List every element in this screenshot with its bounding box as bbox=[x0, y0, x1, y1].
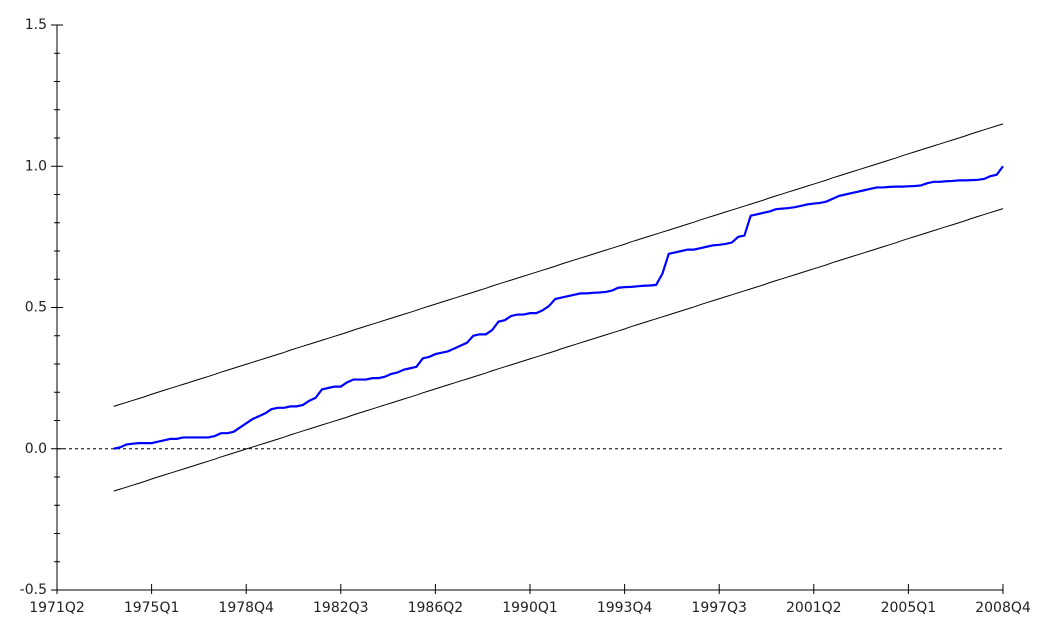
series-line bbox=[113, 123, 1004, 407]
y-tick-label: 1.0 bbox=[25, 158, 47, 174]
x-tick-label: 1997Q3 bbox=[691, 600, 747, 616]
x-tick-label: 1978Q4 bbox=[218, 600, 274, 616]
x-tick-label: 2005Q1 bbox=[881, 600, 937, 616]
x-tick-label: 2008Q4 bbox=[975, 600, 1031, 616]
x-tick-label: 2001Q2 bbox=[786, 600, 842, 616]
series-line bbox=[113, 165, 1004, 450]
x-tick-label: 1975Q1 bbox=[124, 600, 180, 616]
x-tick-label: 1971Q2 bbox=[29, 600, 85, 616]
y-tick-label: 0.5 bbox=[25, 300, 47, 316]
x-tick-label: 1986Q2 bbox=[408, 600, 464, 616]
x-tick-label: 1993Q4 bbox=[597, 600, 653, 616]
y-tick-label: -0.5 bbox=[20, 582, 47, 598]
x-tick-label: 1982Q3 bbox=[313, 600, 369, 616]
x-tick-label: 1990Q1 bbox=[502, 600, 558, 616]
y-tick-label: 0.0 bbox=[25, 441, 47, 457]
y-tick-label: 1.5 bbox=[25, 17, 47, 33]
series-line bbox=[113, 208, 1004, 492]
